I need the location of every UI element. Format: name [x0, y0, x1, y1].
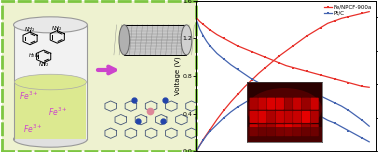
Text: $NH_2$: $NH_2$: [38, 60, 50, 69]
Text: $NH_2$: $NH_2$: [24, 25, 36, 34]
Ellipse shape: [181, 25, 192, 55]
Polygon shape: [124, 25, 186, 55]
Ellipse shape: [119, 25, 130, 55]
Legend: Fe/NPCF-900a, Pt/C: Fe/NPCF-900a, Pt/C: [323, 3, 373, 17]
Y-axis label: Voltage (V): Voltage (V): [174, 57, 181, 95]
Polygon shape: [14, 82, 87, 139]
Ellipse shape: [14, 74, 87, 90]
Text: $Fe^{3+}$: $Fe^{3+}$: [48, 106, 68, 118]
Text: $Fe^{3+}$: $Fe^{3+}$: [23, 123, 43, 135]
Ellipse shape: [14, 17, 87, 33]
Polygon shape: [14, 25, 87, 139]
Text: $H_2N$: $H_2N$: [28, 51, 40, 60]
Text: $Fe^{3+}$: $Fe^{3+}$: [19, 89, 39, 102]
Text: $NH_2$: $NH_2$: [51, 24, 63, 33]
Ellipse shape: [14, 131, 87, 147]
